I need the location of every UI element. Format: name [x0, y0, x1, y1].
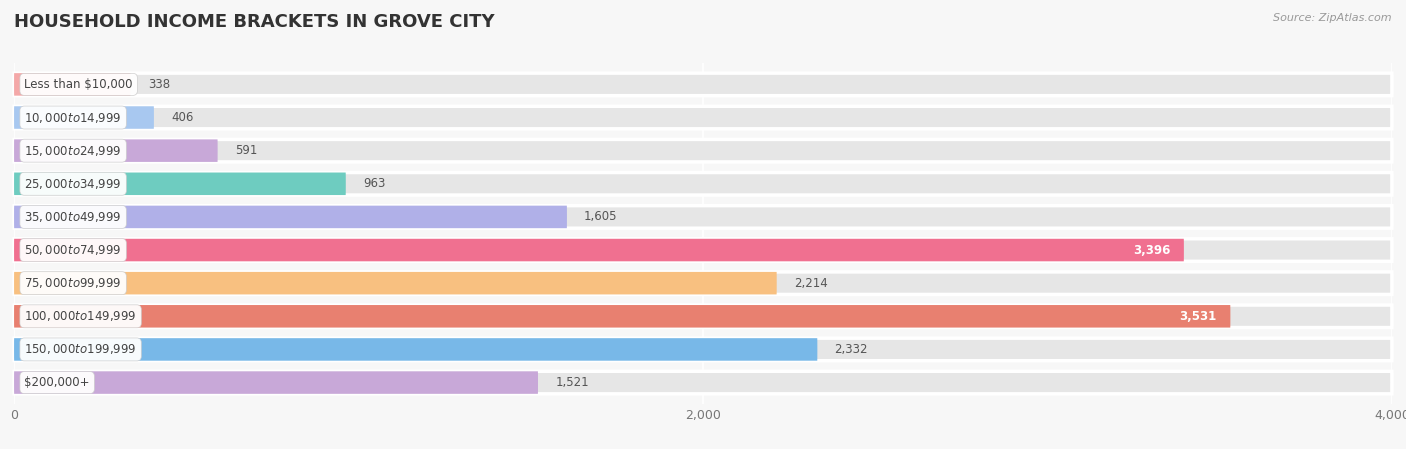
- Text: Less than $10,000: Less than $10,000: [24, 78, 134, 91]
- FancyBboxPatch shape: [14, 206, 1392, 228]
- FancyBboxPatch shape: [14, 305, 1230, 328]
- FancyBboxPatch shape: [14, 272, 776, 295]
- Text: 591: 591: [235, 144, 257, 157]
- FancyBboxPatch shape: [14, 73, 1392, 96]
- Text: $10,000 to $14,999: $10,000 to $14,999: [24, 110, 122, 124]
- Text: 338: 338: [148, 78, 170, 91]
- Text: $25,000 to $34,999: $25,000 to $34,999: [24, 177, 122, 191]
- FancyBboxPatch shape: [14, 239, 1392, 261]
- Text: $200,000+: $200,000+: [24, 376, 90, 389]
- FancyBboxPatch shape: [14, 371, 1392, 394]
- FancyBboxPatch shape: [14, 239, 1184, 261]
- Text: 406: 406: [172, 111, 194, 124]
- FancyBboxPatch shape: [14, 172, 346, 195]
- Text: 1,605: 1,605: [583, 211, 617, 224]
- Text: $35,000 to $49,999: $35,000 to $49,999: [24, 210, 122, 224]
- Text: 2,214: 2,214: [794, 277, 828, 290]
- Text: 3,531: 3,531: [1180, 310, 1216, 323]
- FancyBboxPatch shape: [14, 106, 153, 129]
- FancyBboxPatch shape: [14, 272, 1392, 295]
- Text: 2,332: 2,332: [835, 343, 868, 356]
- FancyBboxPatch shape: [14, 139, 1392, 162]
- FancyBboxPatch shape: [14, 73, 131, 96]
- FancyBboxPatch shape: [14, 206, 567, 228]
- FancyBboxPatch shape: [14, 338, 817, 361]
- Text: Source: ZipAtlas.com: Source: ZipAtlas.com: [1274, 13, 1392, 23]
- FancyBboxPatch shape: [14, 305, 1392, 328]
- Text: $150,000 to $199,999: $150,000 to $199,999: [24, 343, 136, 357]
- Text: 1,521: 1,521: [555, 376, 589, 389]
- FancyBboxPatch shape: [14, 139, 218, 162]
- Text: $75,000 to $99,999: $75,000 to $99,999: [24, 276, 122, 290]
- FancyBboxPatch shape: [14, 106, 1392, 129]
- FancyBboxPatch shape: [14, 172, 1392, 195]
- Text: $15,000 to $24,999: $15,000 to $24,999: [24, 144, 122, 158]
- Text: HOUSEHOLD INCOME BRACKETS IN GROVE CITY: HOUSEHOLD INCOME BRACKETS IN GROVE CITY: [14, 13, 495, 31]
- Text: $50,000 to $74,999: $50,000 to $74,999: [24, 243, 122, 257]
- FancyBboxPatch shape: [14, 371, 538, 394]
- FancyBboxPatch shape: [14, 338, 1392, 361]
- Text: $100,000 to $149,999: $100,000 to $149,999: [24, 309, 136, 323]
- Text: 3,396: 3,396: [1133, 243, 1170, 256]
- Text: 963: 963: [363, 177, 385, 190]
